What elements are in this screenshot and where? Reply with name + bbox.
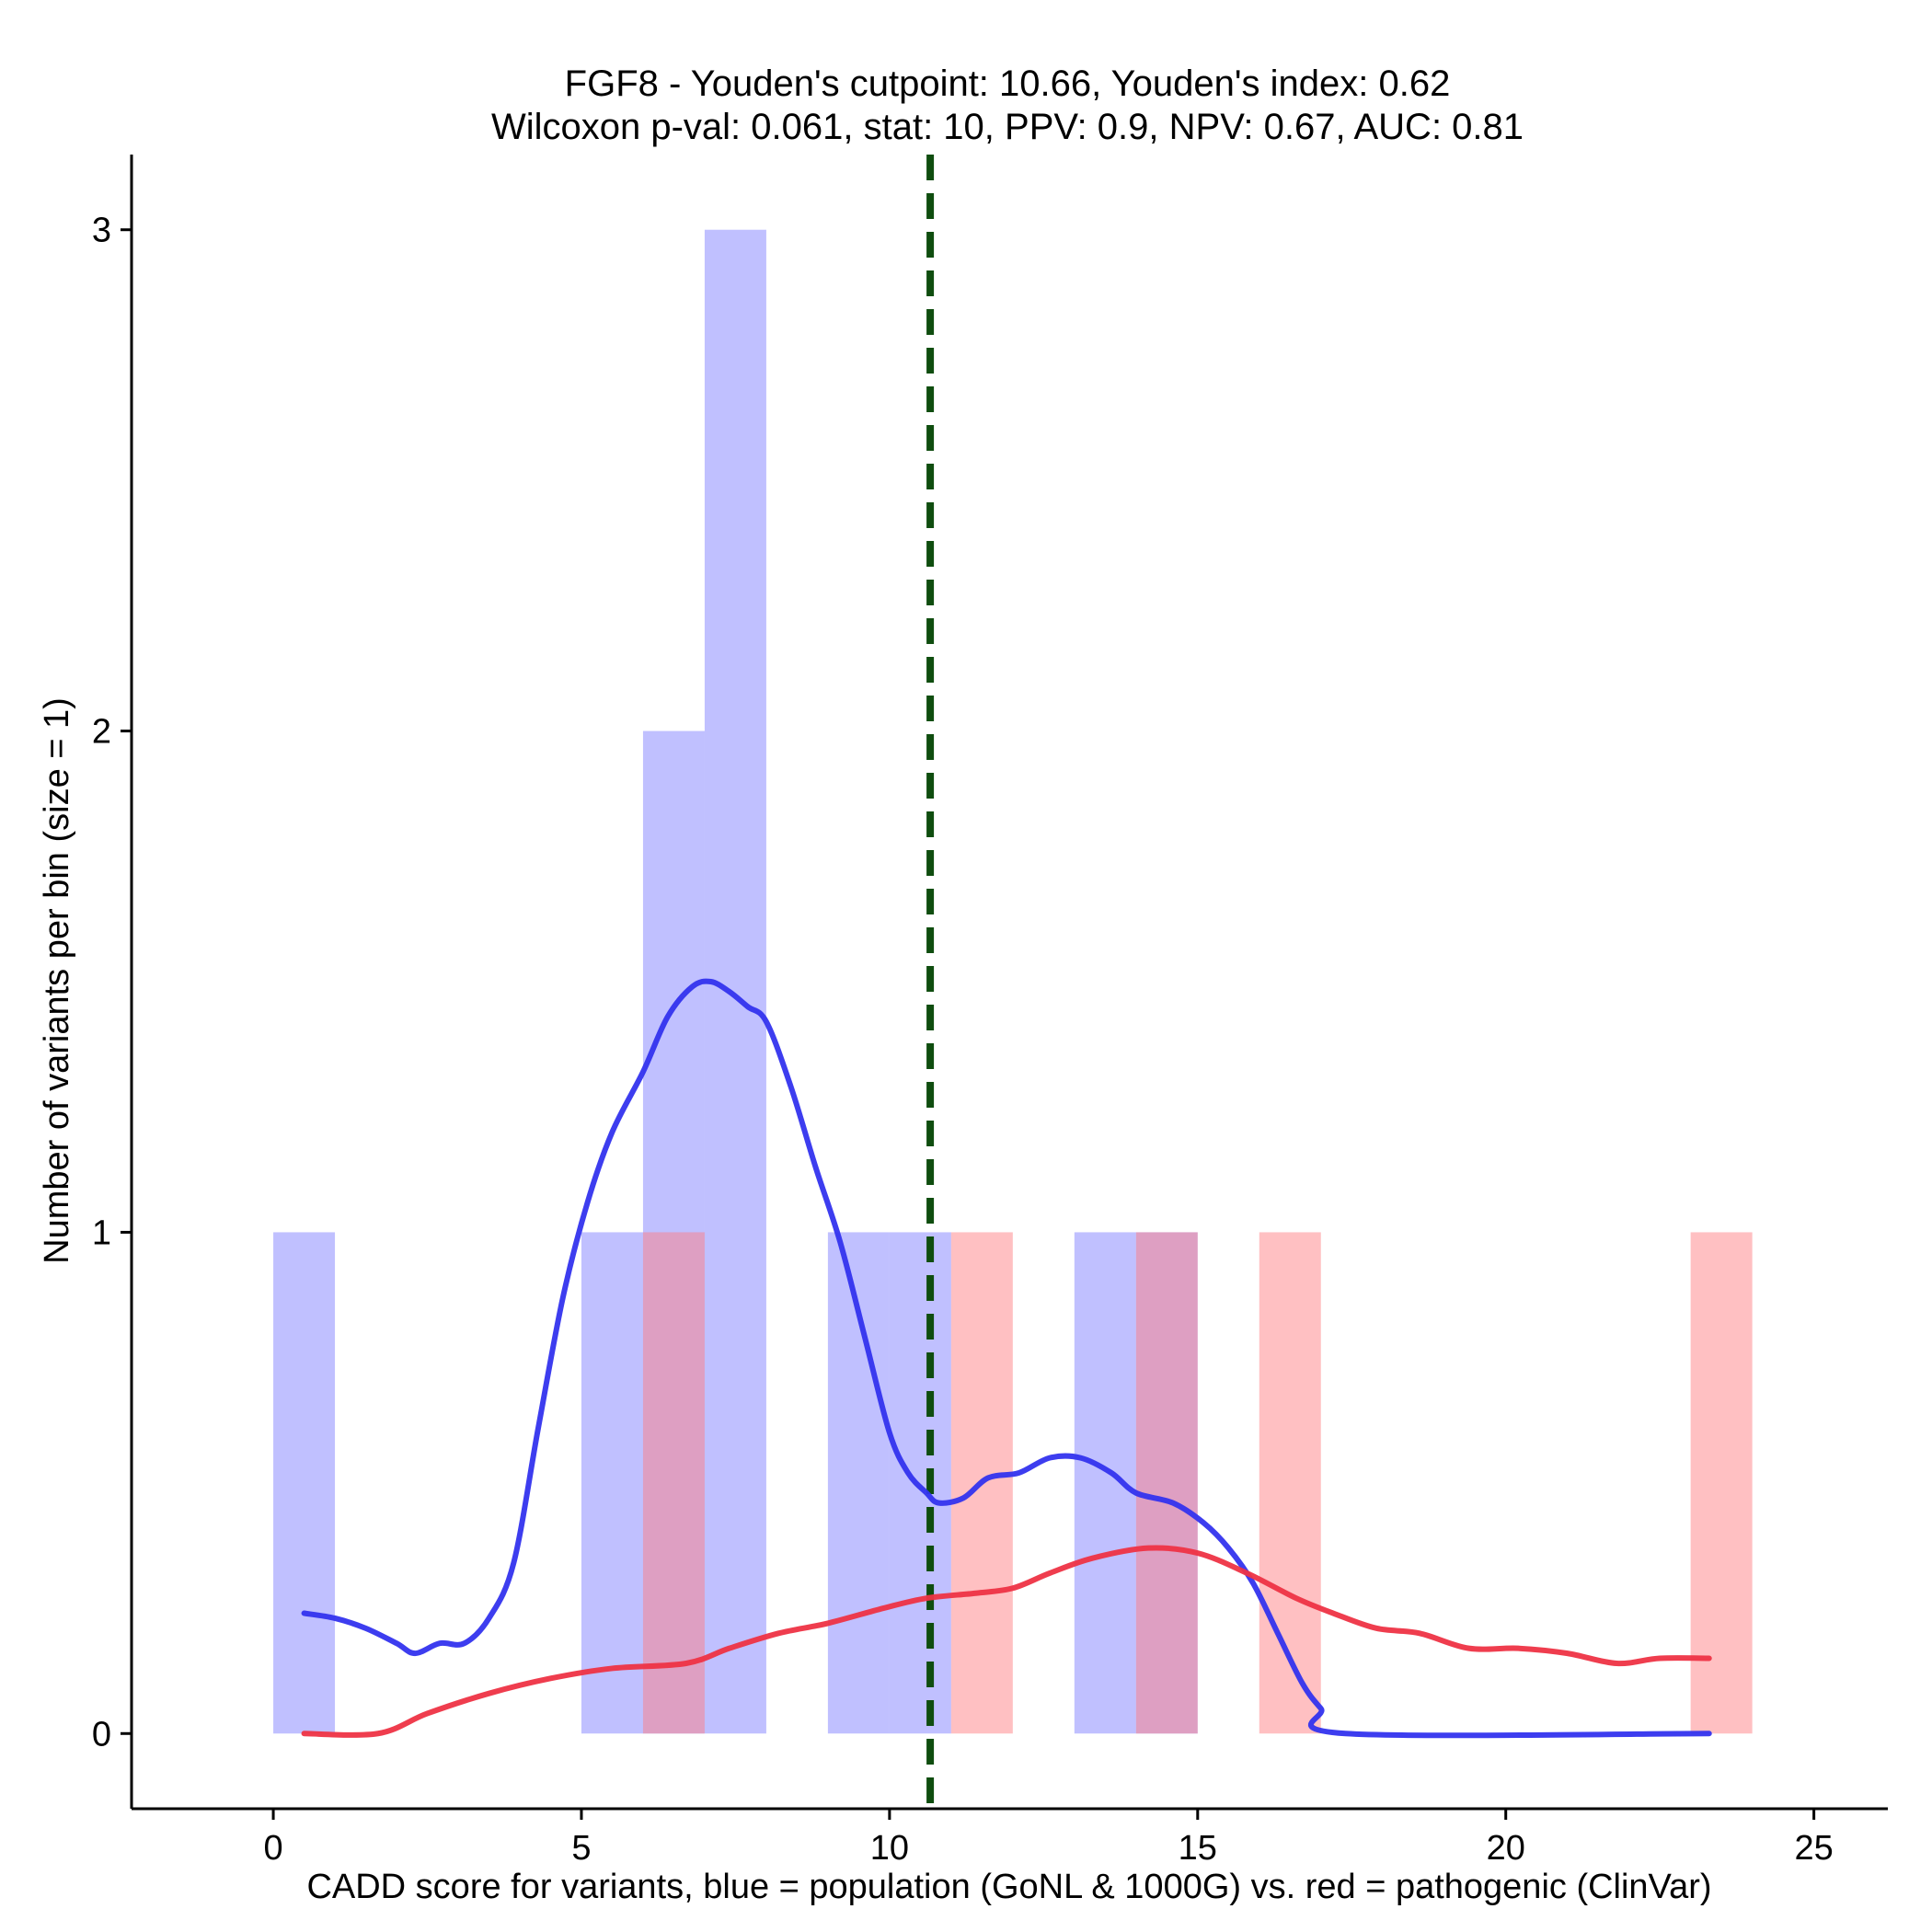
y-axis-title: Number of variants per bin (size = 1) [38,697,76,1264]
pathogenic-bar [1690,1232,1753,1734]
pathogenic-density-line [301,1545,1712,1738]
x-axis-title: CADD score for variants, blue = populati… [306,1868,1711,1906]
x-tick-label: 20 [1487,1829,1525,1868]
y-tick-label: 2 [92,713,111,752]
x-tick-label: 15 [1179,1829,1217,1868]
x-tick-label: 10 [870,1829,909,1868]
population-bar [889,1232,951,1734]
population-bar [1135,1232,1198,1734]
population-bar [642,730,705,1734]
y-tick-label: 1 [92,1213,111,1252]
chart-subtitle: Wilcoxon p-val: 0.061, stat: 10, PPV: 0.… [491,107,1524,147]
population-bar [273,1232,336,1734]
chart-title: FGF8 - Youden's cutpoint: 10.66, Youden'… [565,63,1451,104]
pathogenic-bar [642,1232,705,1734]
pathogenic-bar [1259,1232,1321,1734]
population-density-line [301,978,1712,1739]
y-tick-label: 0 [92,1715,111,1754]
population-bars [273,229,1198,1734]
pathogenic-bar [1135,1232,1198,1734]
x-tick-label: 0 [263,1829,282,1868]
pathogenic-bars [642,1232,1753,1734]
population-bar [581,1232,643,1734]
x-tick-label: 25 [1794,1829,1833,1868]
x-tick-label: 5 [571,1829,591,1868]
y-axis-ticks: 0 1 2 3 [92,212,132,1754]
y-tick-label: 3 [92,212,111,250]
x-axis-ticks: 0 5 10 15 20 25 [263,1809,1834,1868]
